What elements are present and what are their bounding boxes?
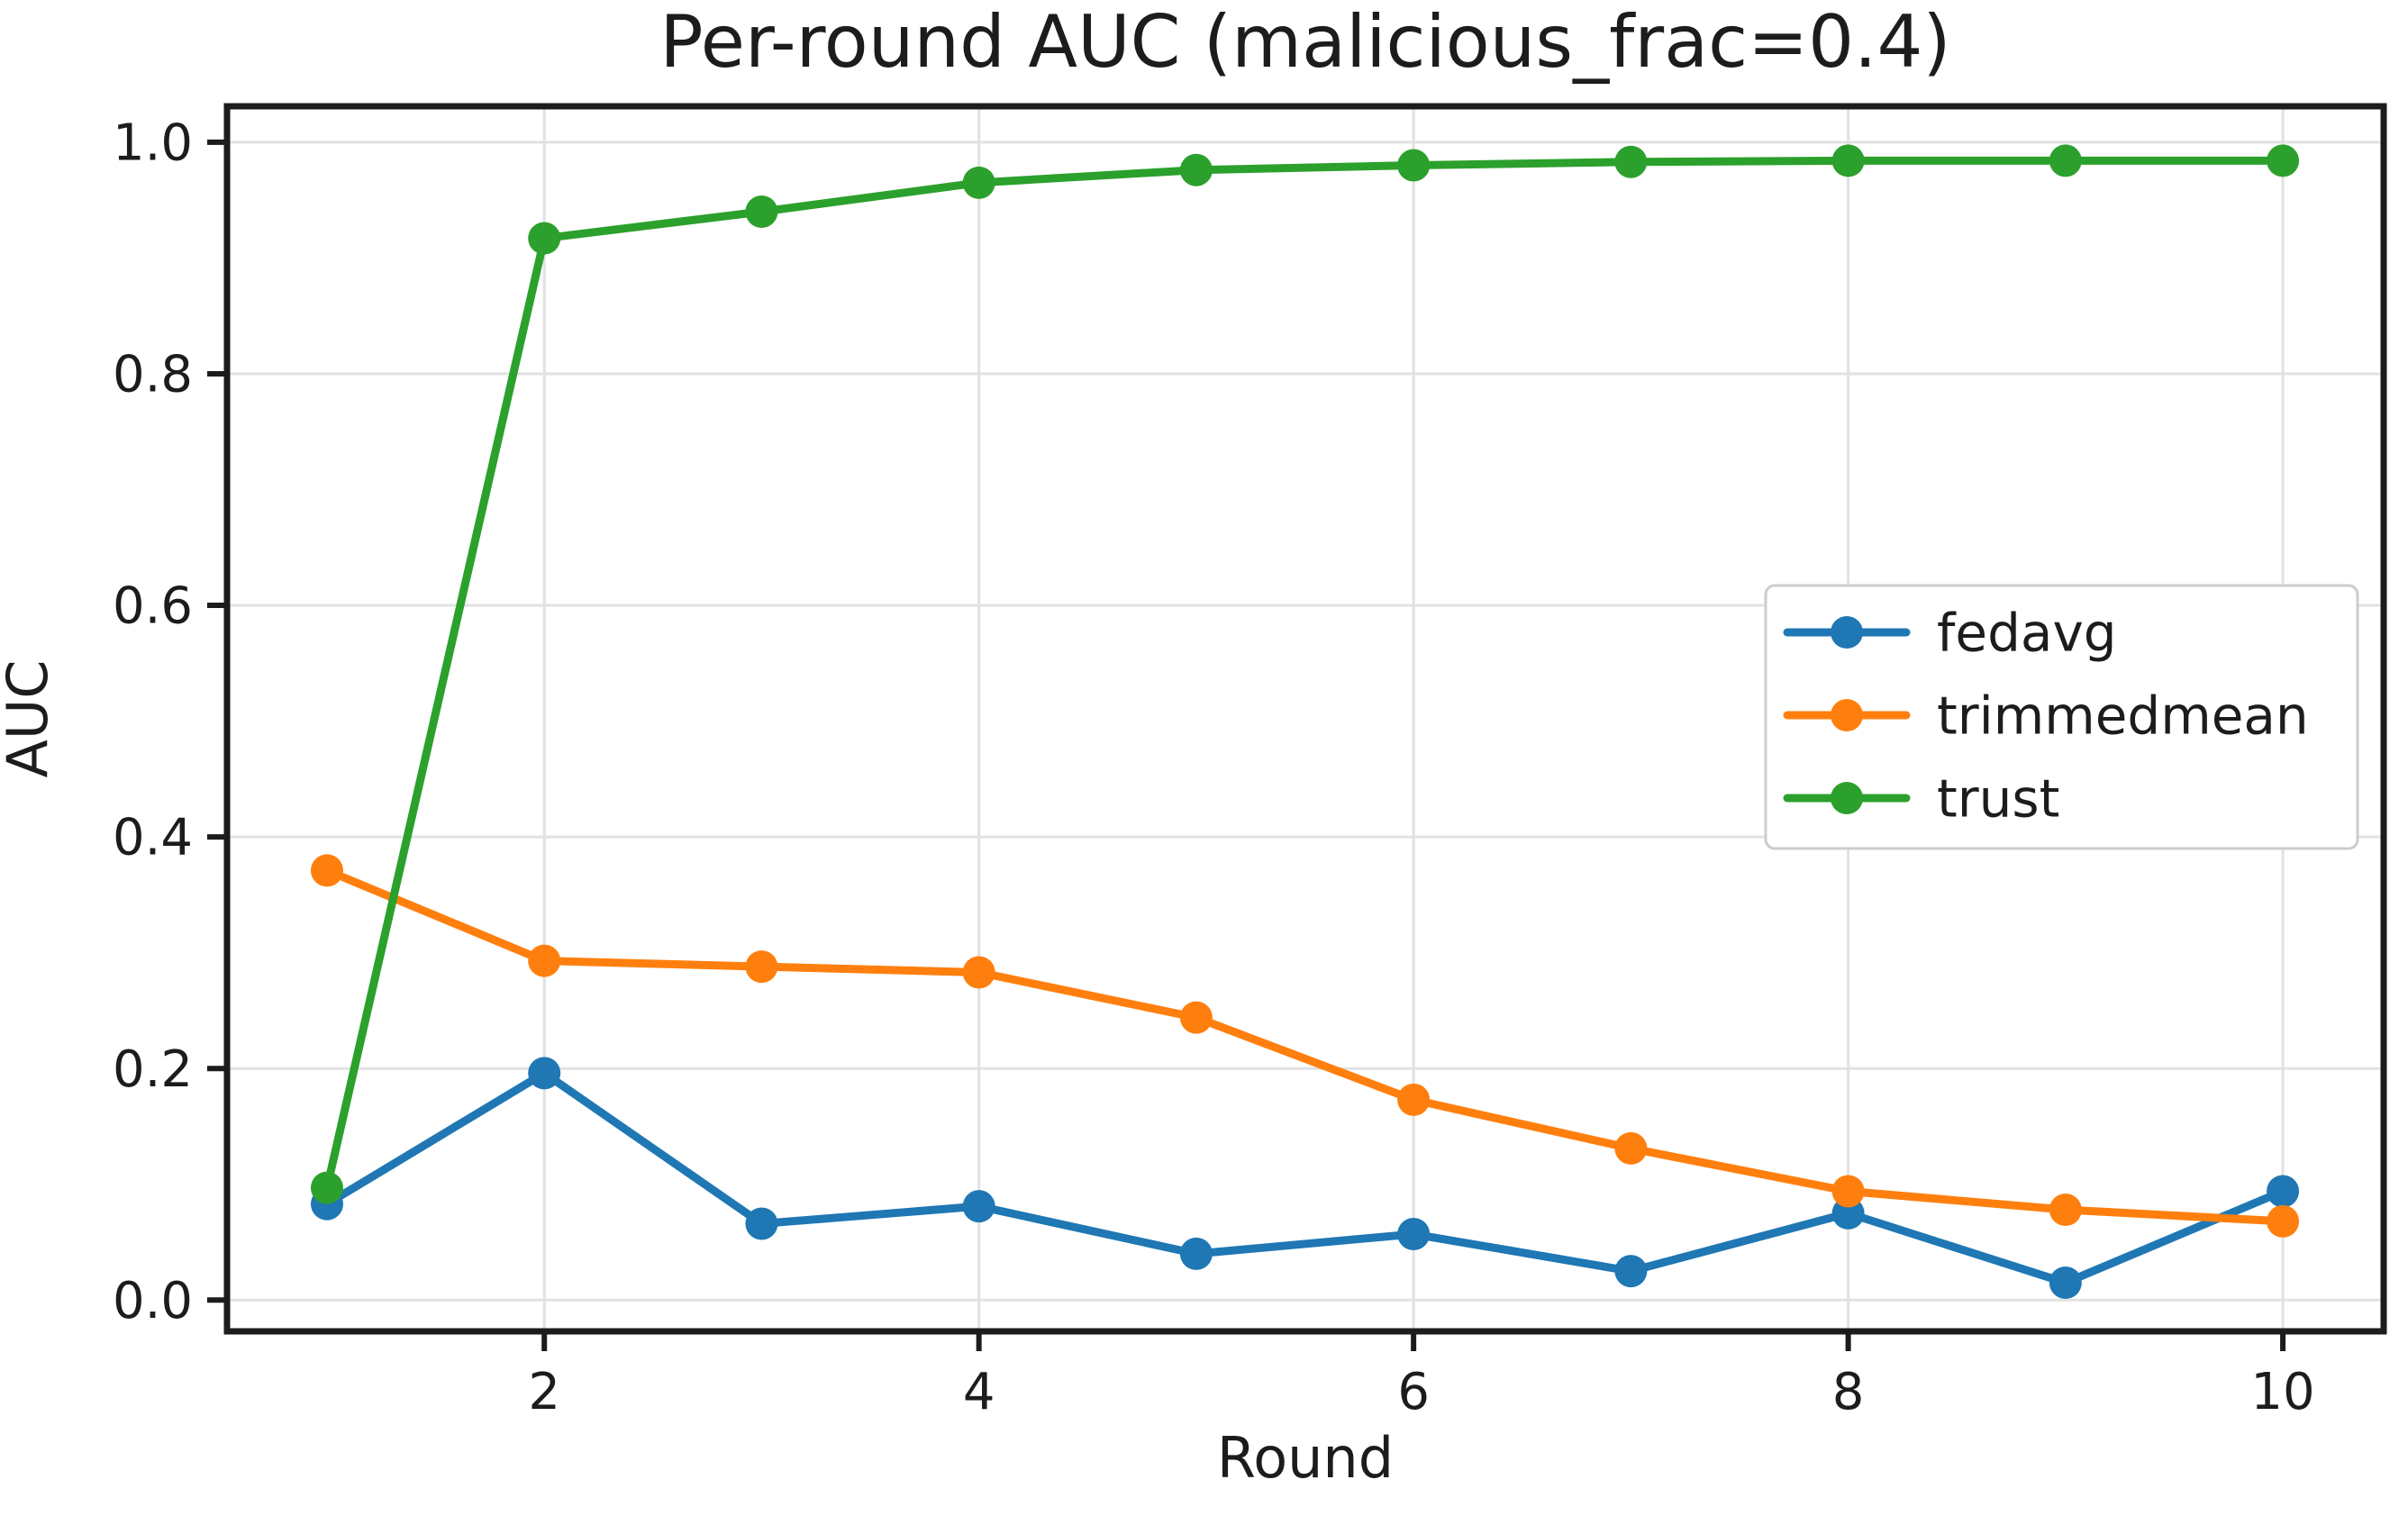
data-point-trimmedmean-round-4 bbox=[962, 956, 995, 989]
data-point-trimmedmean-round-2 bbox=[528, 944, 561, 977]
x-tick-label-6: 6 bbox=[1397, 1363, 1430, 1421]
data-point-fedavg-round-3 bbox=[745, 1207, 778, 1240]
x-tick-label-8: 8 bbox=[1832, 1363, 1865, 1421]
y-tick-label-0.2: 0.2 bbox=[113, 1040, 193, 1099]
legend-marker-trust bbox=[1831, 782, 1863, 814]
data-point-fedavg-round-10 bbox=[2267, 1175, 2300, 1208]
data-point-trust-round-2 bbox=[528, 222, 561, 255]
plot-spines bbox=[223, 103, 2387, 1335]
data-point-trimmedmean-round-8 bbox=[1831, 1175, 1865, 1208]
data-point-trimmedmean-round-3 bbox=[745, 950, 778, 984]
data-point-trimmedmean-round-5 bbox=[1179, 1001, 1213, 1034]
series-line-fedavg bbox=[323, 1068, 2287, 1287]
series-fedavg bbox=[310, 1057, 2300, 1300]
data-point-trimmedmean-round-10 bbox=[2267, 1204, 2300, 1238]
x-tick-label-4: 4 bbox=[963, 1363, 995, 1421]
data-point-trust-round-7 bbox=[1614, 145, 1648, 178]
data-point-fedavg-round-6 bbox=[1397, 1218, 1431, 1251]
data-point-fedavg-round-2 bbox=[528, 1057, 561, 1090]
data-point-fedavg-round-7 bbox=[1614, 1255, 1648, 1288]
legend-marker-fedavg bbox=[1831, 616, 1863, 649]
data-point-fedavg-round-4 bbox=[962, 1190, 995, 1223]
legend: fedavg trimmedmean trust bbox=[1764, 584, 2359, 850]
data-point-fedavg-round-5 bbox=[1179, 1237, 1213, 1270]
series-trimmedmean bbox=[310, 854, 2300, 1238]
data-point-trimmedmean-round-7 bbox=[1614, 1131, 1648, 1165]
x-tick-label-2: 2 bbox=[528, 1363, 560, 1421]
data-point-trimmedmean-round-9 bbox=[2049, 1194, 2082, 1227]
legend-box bbox=[1764, 584, 2359, 850]
y-tick-label-1.0: 1.0 bbox=[113, 113, 193, 172]
x-tick-label-10: 10 bbox=[2250, 1363, 2314, 1421]
data-point-trimmedmean-round-1 bbox=[310, 854, 343, 887]
data-point-fedavg-round-9 bbox=[2049, 1266, 2082, 1300]
y-axis-label: AUC bbox=[0, 659, 60, 777]
data-point-trust-round-4 bbox=[962, 166, 995, 199]
series-layer bbox=[310, 144, 2300, 1300]
legend-item-trimmedmean: trimmedmean bbox=[1783, 685, 2309, 746]
data-point-trust-round-10 bbox=[2267, 144, 2300, 177]
data-point-trust-round-3 bbox=[745, 195, 778, 228]
legend-label-fedavg: fedavg bbox=[1937, 602, 2117, 663]
y-tick-label-0.4: 0.4 bbox=[113, 809, 193, 867]
tick-layer: 0.0 0.2 0.4 0.6 0.8 1.0 2 4 6 8 10 bbox=[113, 113, 2315, 1421]
y-tick-label-0.0: 0.0 bbox=[113, 1272, 193, 1330]
legend-item-fedavg: fedavg bbox=[1783, 602, 2117, 663]
data-point-trust-round-9 bbox=[2049, 144, 2082, 177]
data-point-trust-round-5 bbox=[1179, 153, 1213, 186]
data-point-trust-round-1 bbox=[310, 1171, 343, 1204]
data-point-trimmedmean-round-6 bbox=[1397, 1083, 1431, 1116]
legend-marker-trimmedmean bbox=[1831, 699, 1863, 731]
x-axis-label: Round bbox=[1217, 1425, 1394, 1491]
data-point-trust-round-8 bbox=[1831, 144, 1865, 177]
legend-item-trust: trust bbox=[1783, 767, 2059, 829]
y-tick-label-0.8: 0.8 bbox=[113, 346, 193, 404]
legend-label-trust: trust bbox=[1937, 767, 2059, 829]
series-line-trimmedmean bbox=[323, 866, 2287, 1226]
series-trust bbox=[310, 144, 2300, 1204]
y-tick-label-0.6: 0.6 bbox=[113, 577, 193, 636]
data-point-trust-round-6 bbox=[1397, 149, 1431, 182]
series-line-trust bbox=[323, 156, 2287, 1193]
legend-label-trimmedmean: trimmedmean bbox=[1937, 685, 2309, 746]
chart-title: Per-round AUC (malicious_frac=0.4) bbox=[659, 0, 1950, 84]
